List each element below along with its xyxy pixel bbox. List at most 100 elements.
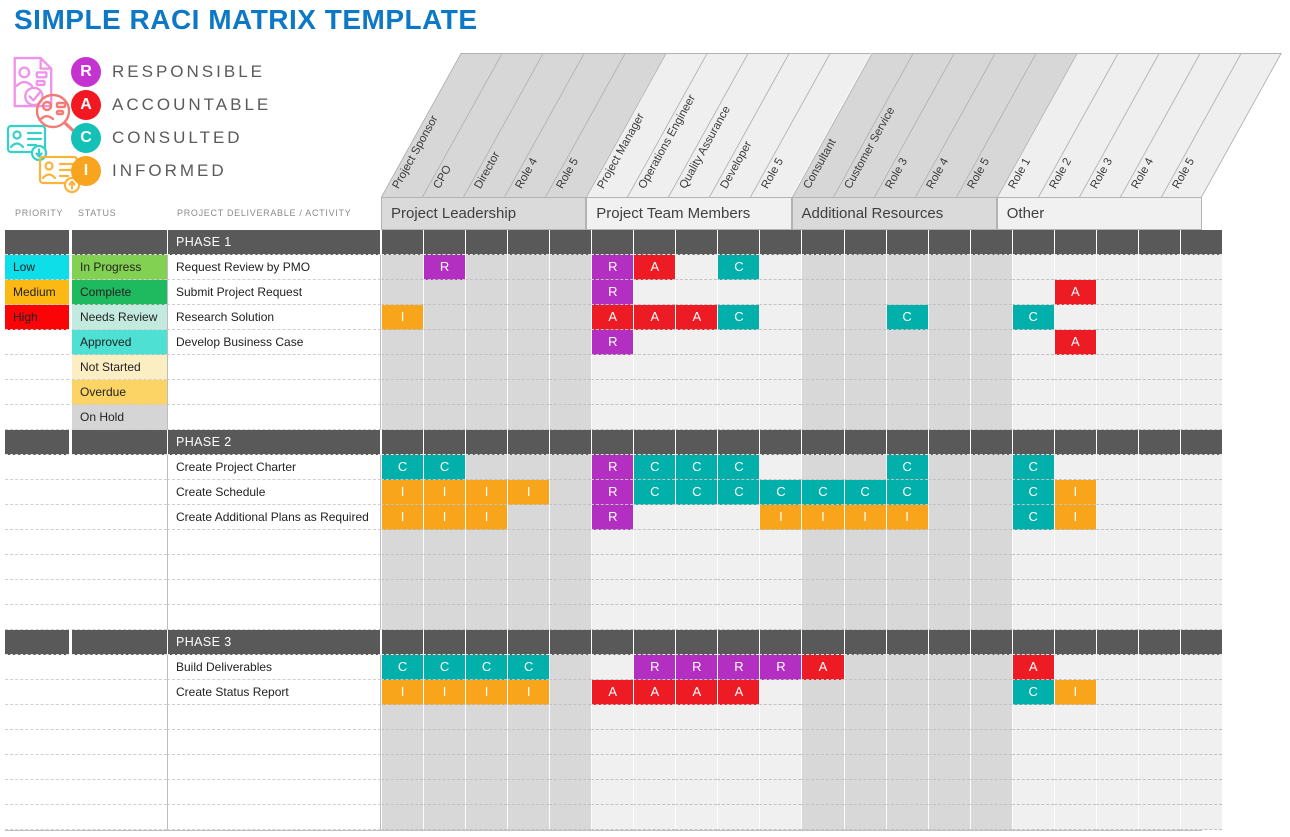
status-cell[interactable] [72,730,167,755]
matrix-cell[interactable] [885,655,928,680]
status-cell[interactable]: Overdue [72,380,167,405]
matrix-cell[interactable] [1095,755,1138,780]
raci-mark-cell[interactable]: C [1011,680,1054,705]
matrix-cell[interactable] [927,380,970,405]
matrix-cell[interactable] [759,755,802,780]
matrix-cell[interactable] [1011,280,1054,305]
raci-mark-cell[interactable]: C [633,480,676,505]
matrix-cell[interactable] [465,780,508,805]
matrix-cell[interactable] [507,780,550,805]
priority-cell[interactable] [5,680,69,705]
matrix-cell[interactable] [1095,605,1138,630]
matrix-cell[interactable] [927,555,970,580]
matrix-cell[interactable] [801,530,844,555]
matrix-cell[interactable] [969,280,1012,305]
matrix-cell[interactable] [801,780,844,805]
matrix-cell[interactable] [465,730,508,755]
matrix-cell[interactable] [801,255,844,280]
matrix-cell[interactable] [885,405,928,430]
matrix-cell[interactable] [1053,455,1096,480]
priority-cell[interactable] [5,580,69,605]
matrix-cell[interactable] [1179,480,1222,505]
matrix-cell[interactable] [381,755,424,780]
matrix-cell[interactable] [675,405,718,430]
matrix-cell[interactable] [1095,280,1138,305]
matrix-cell[interactable] [507,555,550,580]
matrix-cell[interactable] [885,530,928,555]
matrix-cell[interactable] [1179,505,1222,530]
matrix-cell[interactable] [423,730,466,755]
raci-mark-cell[interactable]: R [675,655,718,680]
raci-mark-cell[interactable]: I [423,480,466,505]
matrix-cell[interactable] [507,730,550,755]
matrix-cell[interactable] [717,705,760,730]
raci-mark-cell[interactable]: R [591,280,634,305]
matrix-cell[interactable] [885,555,928,580]
matrix-cell[interactable] [465,380,508,405]
matrix-cell[interactable] [549,655,592,680]
matrix-cell[interactable] [927,505,970,530]
matrix-cell[interactable] [1179,705,1222,730]
activity-cell[interactable] [167,755,381,780]
matrix-cell[interactable] [927,305,970,330]
matrix-cell[interactable] [1011,555,1054,580]
priority-cell[interactable] [5,705,69,730]
matrix-cell[interactable] [1053,255,1096,280]
raci-mark-cell[interactable]: C [885,455,928,480]
matrix-cell[interactable] [591,655,634,680]
raci-mark-cell[interactable]: A [1011,655,1054,680]
matrix-cell[interactable] [1053,580,1096,605]
raci-mark-cell[interactable]: R [591,255,634,280]
matrix-cell[interactable] [759,355,802,380]
matrix-cell[interactable] [717,330,760,355]
raci-mark-cell[interactable]: I [885,505,928,530]
raci-mark-cell[interactable]: A [591,305,634,330]
matrix-cell[interactable] [549,780,592,805]
matrix-cell[interactable] [1179,780,1222,805]
matrix-cell[interactable] [675,730,718,755]
matrix-cell[interactable] [885,355,928,380]
raci-mark-cell[interactable]: I [381,480,424,505]
priority-cell[interactable] [5,530,69,555]
raci-mark-cell[interactable]: I [381,680,424,705]
matrix-cell[interactable] [381,355,424,380]
raci-mark-cell[interactable]: C [1011,305,1054,330]
matrix-cell[interactable] [801,330,844,355]
matrix-cell[interactable] [801,680,844,705]
matrix-cell[interactable] [381,555,424,580]
raci-mark-cell[interactable]: A [1053,280,1096,305]
status-cell[interactable]: Not Started [72,355,167,380]
matrix-cell[interactable] [1179,580,1222,605]
matrix-cell[interactable] [633,705,676,730]
matrix-cell[interactable] [423,555,466,580]
matrix-cell[interactable] [1137,405,1180,430]
status-cell[interactable] [72,755,167,780]
matrix-cell[interactable] [843,680,886,705]
raci-mark-cell[interactable]: A [633,680,676,705]
matrix-cell[interactable] [675,705,718,730]
matrix-cell[interactable] [927,680,970,705]
matrix-cell[interactable] [843,255,886,280]
matrix-cell[interactable] [465,530,508,555]
raci-mark-cell[interactable]: I [1053,505,1096,530]
matrix-cell[interactable] [1179,755,1222,780]
raci-mark-cell[interactable]: A [801,655,844,680]
matrix-cell[interactable] [801,280,844,305]
matrix-cell[interactable] [759,580,802,605]
matrix-cell[interactable] [1179,530,1222,555]
matrix-cell[interactable] [717,530,760,555]
activity-cell[interactable] [167,530,381,555]
activity-cell[interactable]: Create Additional Plans as Required [167,505,381,530]
priority-cell[interactable] [5,505,69,530]
matrix-cell[interactable] [843,705,886,730]
matrix-cell[interactable] [423,530,466,555]
matrix-cell[interactable] [633,405,676,430]
matrix-cell[interactable] [1095,530,1138,555]
matrix-cell[interactable] [801,555,844,580]
matrix-cell[interactable] [1137,755,1180,780]
status-cell[interactable] [72,780,167,805]
matrix-cell[interactable] [507,805,550,830]
matrix-cell[interactable] [549,555,592,580]
matrix-cell[interactable] [1137,555,1180,580]
matrix-cell[interactable] [1137,730,1180,755]
